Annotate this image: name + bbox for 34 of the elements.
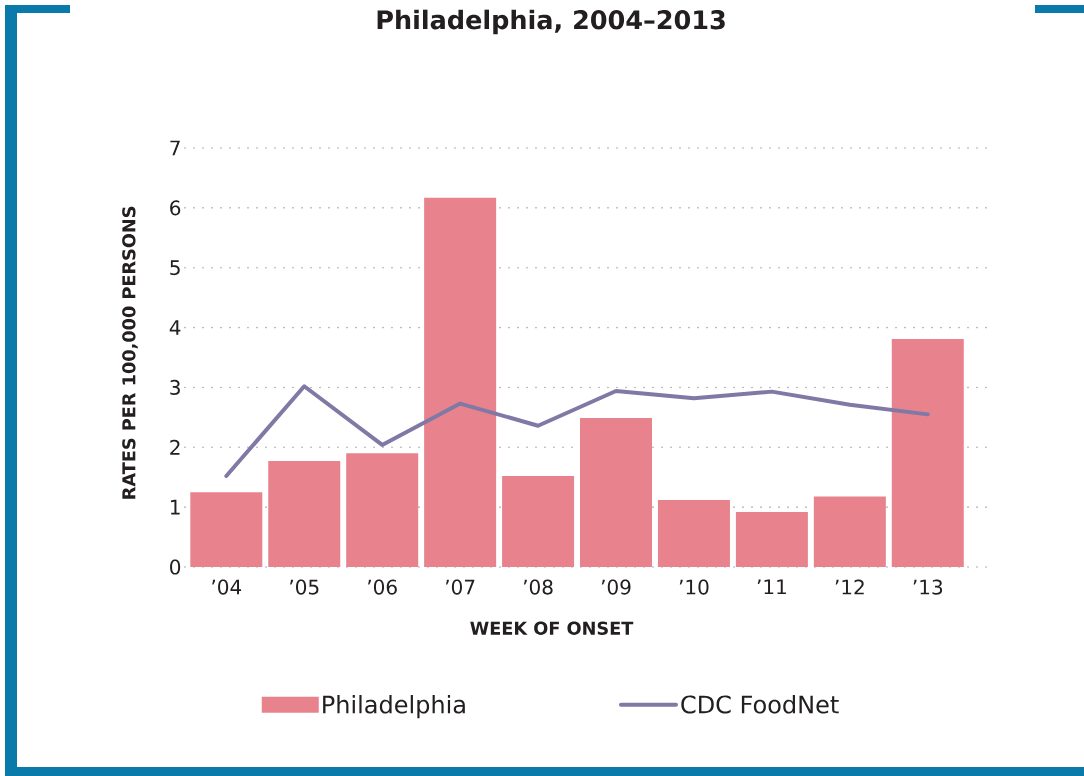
bar xyxy=(891,338,964,568)
y-tick-label: 5 xyxy=(170,260,180,276)
bar xyxy=(580,417,653,568)
x-axis-title: WEEK OF ONSET xyxy=(470,621,634,635)
x-tick-label: ’06 xyxy=(368,579,397,595)
y-tick-label: 6 xyxy=(170,200,181,216)
bar xyxy=(657,499,730,568)
y-axis-title: RATES PER 100,000 PERSONS xyxy=(122,206,138,499)
x-tick-label: ’08 xyxy=(523,579,553,595)
bar xyxy=(190,492,263,568)
x-tick-label: ’10 xyxy=(679,579,709,595)
legend-label: Philadelphia xyxy=(323,694,465,719)
y-tick-label: 2 xyxy=(170,439,180,455)
x-tick-label: ’05 xyxy=(290,579,319,595)
bar xyxy=(346,453,419,568)
x-tick-label: ’11 xyxy=(757,579,786,595)
legend-label: CDC FoodNet xyxy=(681,694,839,714)
x-tick-label: ’09 xyxy=(601,579,631,595)
y-tick-label: 3 xyxy=(170,379,180,395)
x-tick-label: ’04 xyxy=(212,579,242,595)
y-tick-label: 7 xyxy=(170,140,180,156)
bar xyxy=(502,476,575,568)
bar xyxy=(735,511,808,568)
x-tick-label: ’07 xyxy=(445,579,475,595)
y-tick-label: 0 xyxy=(170,559,181,575)
x-tick-label: ’13 xyxy=(913,579,943,595)
x-tick-label: ’12 xyxy=(835,579,864,595)
bar xyxy=(268,461,341,568)
y-tick-label: 1 xyxy=(170,499,180,515)
bar xyxy=(424,197,497,568)
line-series xyxy=(224,384,930,479)
bar xyxy=(813,496,886,568)
chart-title: Philadelphia, 2004–2013 xyxy=(377,9,725,35)
y-tick-label: 4 xyxy=(169,320,181,335)
